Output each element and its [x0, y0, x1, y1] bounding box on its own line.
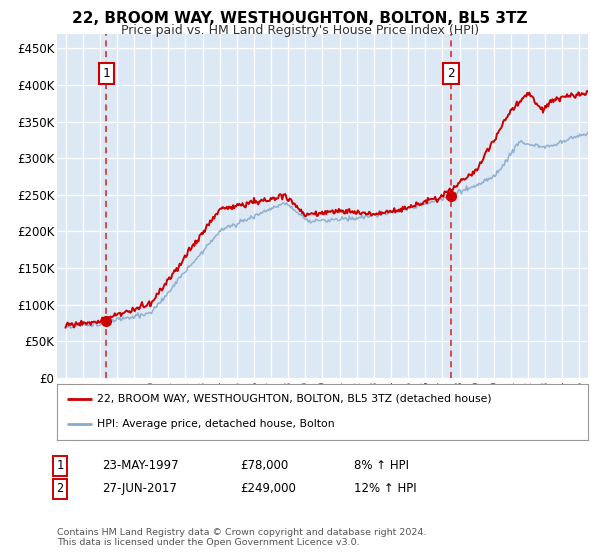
Text: 2: 2 — [447, 67, 455, 81]
Text: £78,000: £78,000 — [240, 459, 288, 473]
Text: 22, BROOM WAY, WESTHOUGHTON, BOLTON, BL5 3TZ (detached house): 22, BROOM WAY, WESTHOUGHTON, BOLTON, BL5… — [97, 394, 491, 404]
Text: 23-MAY-1997: 23-MAY-1997 — [102, 459, 179, 473]
Text: Price paid vs. HM Land Registry's House Price Index (HPI): Price paid vs. HM Land Registry's House … — [121, 24, 479, 36]
Text: 22, BROOM WAY, WESTHOUGHTON, BOLTON, BL5 3TZ: 22, BROOM WAY, WESTHOUGHTON, BOLTON, BL5… — [72, 11, 528, 26]
Text: HPI: Average price, detached house, Bolton: HPI: Average price, detached house, Bolt… — [97, 419, 334, 430]
Text: 1: 1 — [56, 459, 64, 473]
Text: 27-JUN-2017: 27-JUN-2017 — [102, 482, 177, 496]
Text: 8% ↑ HPI: 8% ↑ HPI — [354, 459, 409, 473]
Text: 12% ↑ HPI: 12% ↑ HPI — [354, 482, 416, 496]
Text: 1: 1 — [103, 67, 110, 81]
Text: £249,000: £249,000 — [240, 482, 296, 496]
Text: 2: 2 — [56, 482, 64, 496]
Text: Contains HM Land Registry data © Crown copyright and database right 2024.
This d: Contains HM Land Registry data © Crown c… — [57, 528, 427, 547]
